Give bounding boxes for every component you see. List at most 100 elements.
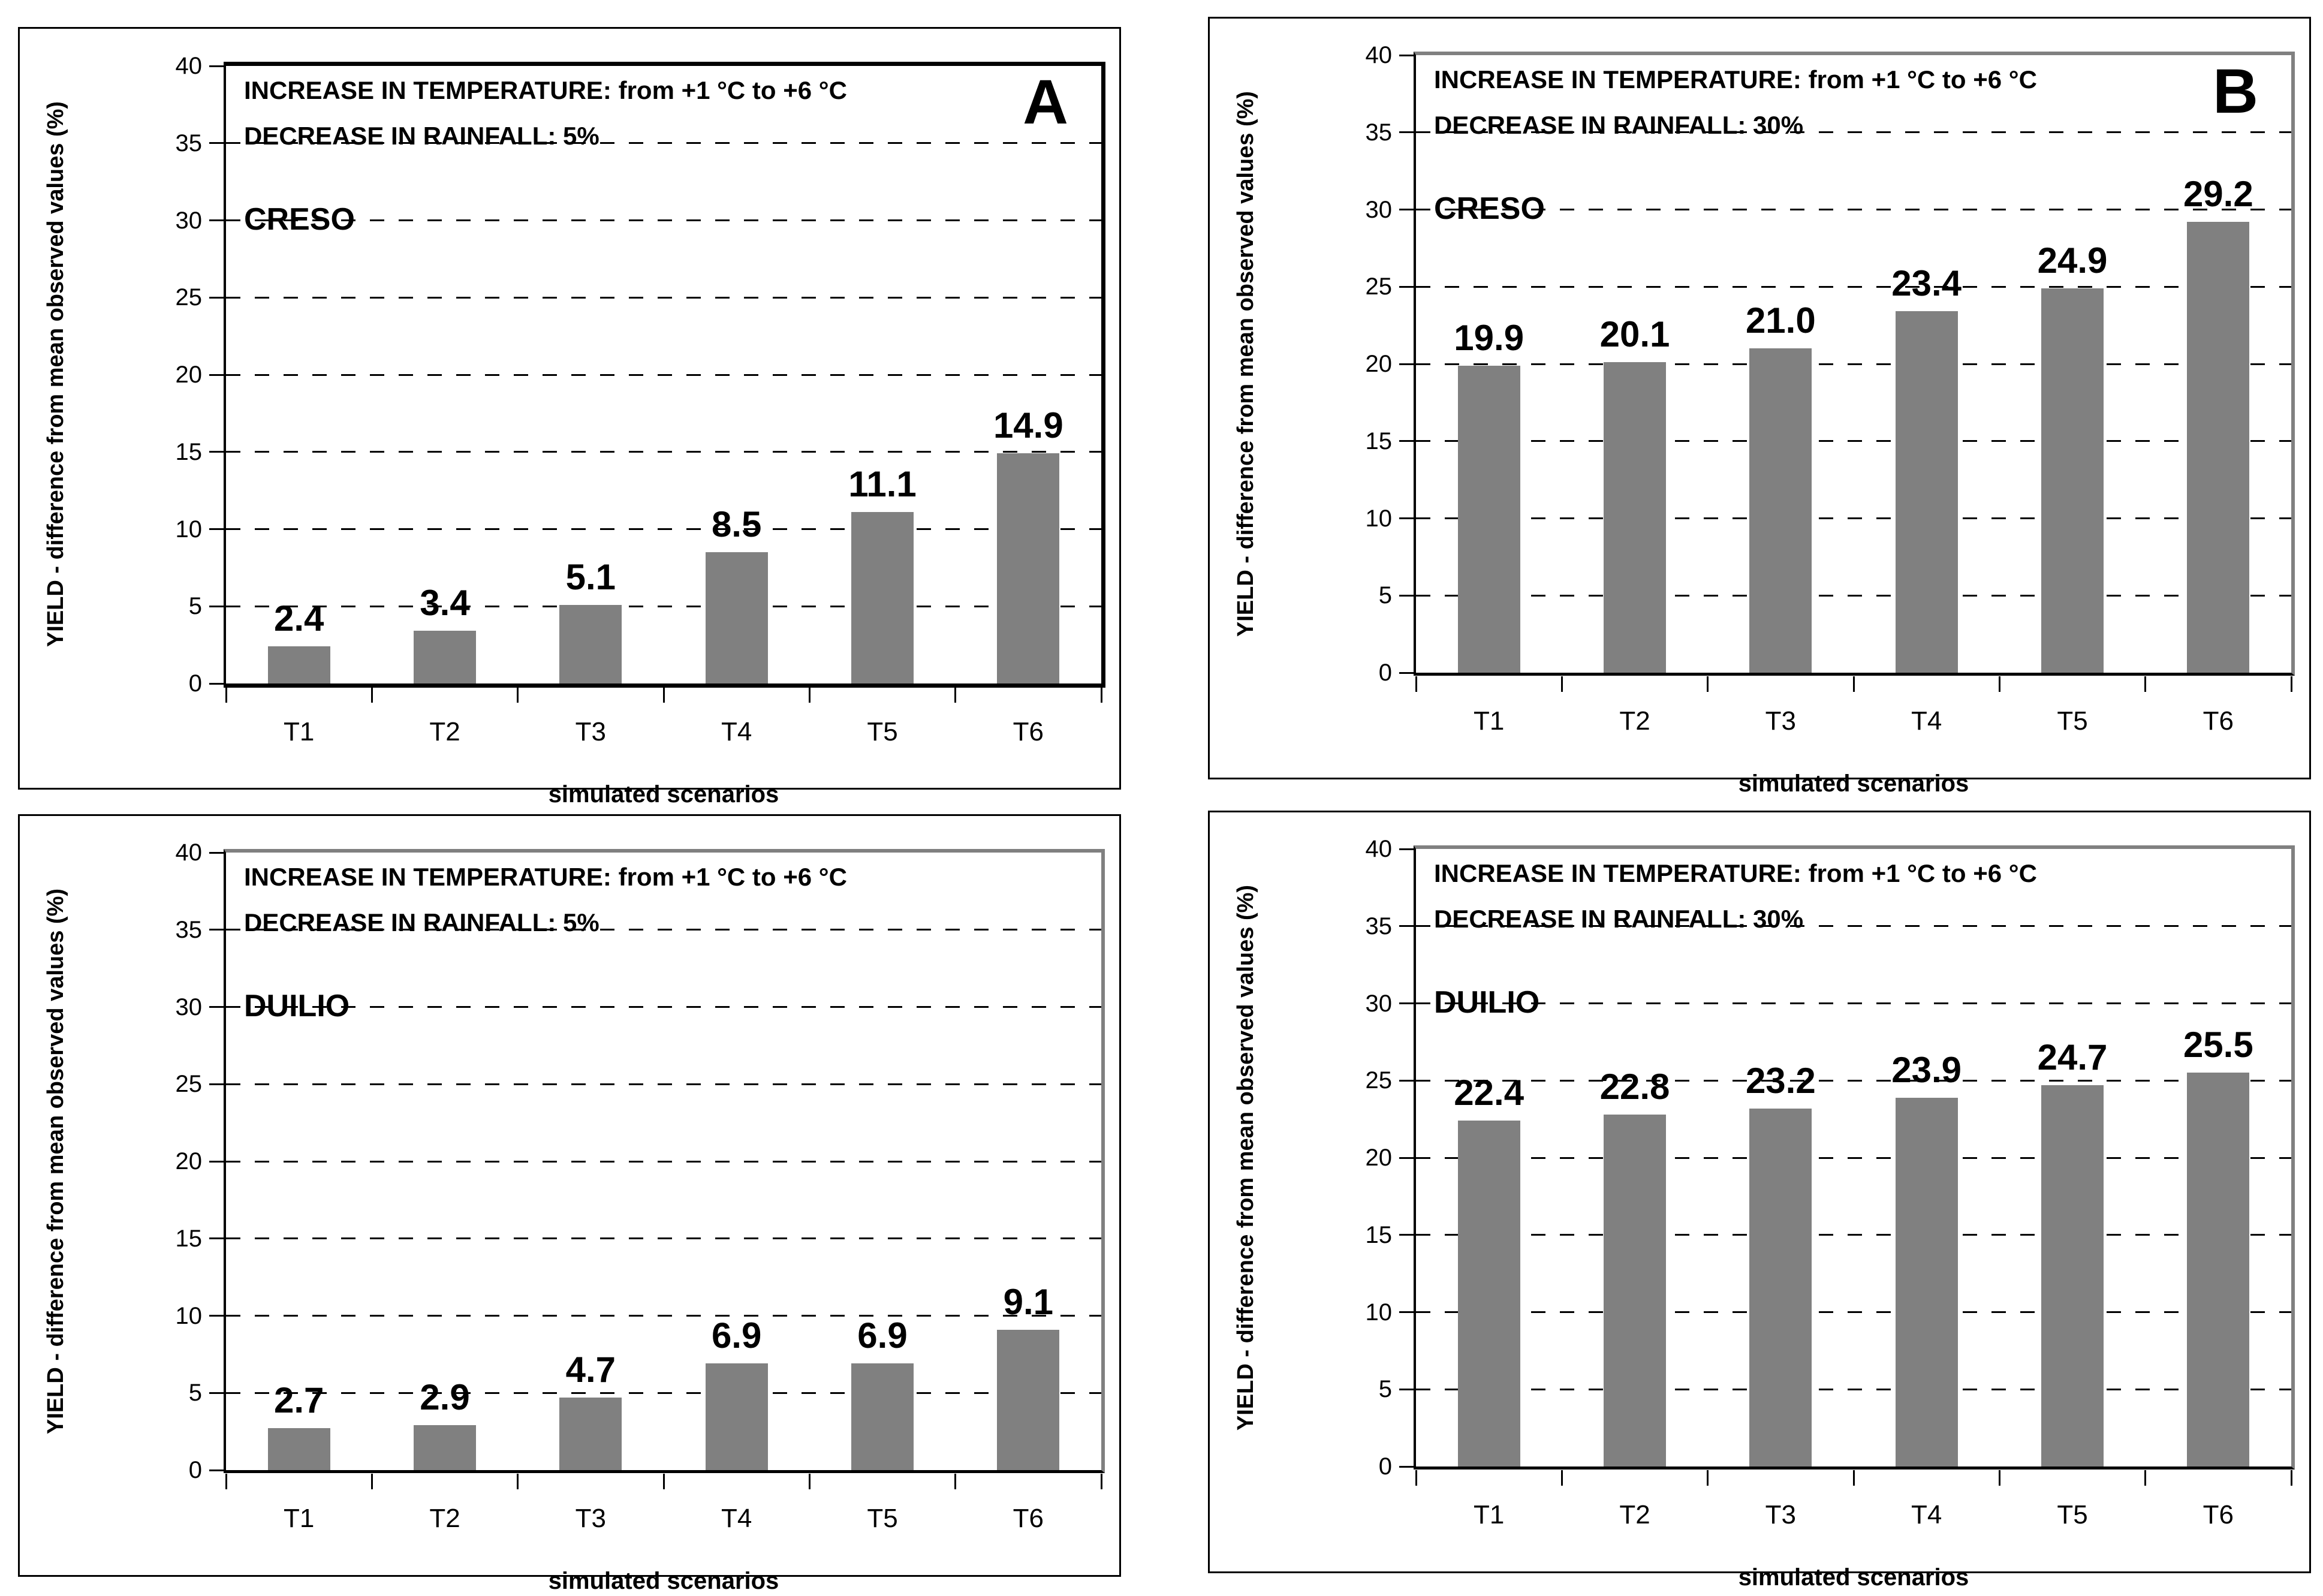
y-tick-mark xyxy=(209,451,224,453)
gridline-5 xyxy=(226,605,1101,607)
bar-T5 xyxy=(2041,1085,2104,1466)
gridline-30 xyxy=(1416,209,2291,210)
y-tick-mark xyxy=(1399,54,1414,56)
y-tick-mark xyxy=(209,682,224,685)
header-temperature: INCREASE IN TEMPERATURE: from +1 °C to +… xyxy=(244,76,847,104)
x-category-label: T4 xyxy=(1911,706,1942,736)
bar-T5 xyxy=(2041,288,2104,673)
bar-value-label: 4.7 xyxy=(565,1349,616,1390)
bar-T6 xyxy=(2187,222,2250,673)
x-tick-mark xyxy=(1852,676,1855,692)
y-tick-mark xyxy=(1399,1465,1414,1468)
y-tick-mark xyxy=(209,1083,224,1085)
y-tick-mark xyxy=(209,296,224,299)
plot-area: 0 5 10 15 20 25 30 35 40 22.4 T1 22.8 T2 23.2 T3 23.9 T4… xyxy=(1366,836,2295,1591)
y-tick-label: 0 xyxy=(1378,1453,1392,1480)
bar-value-label: 19.9 xyxy=(1454,317,1524,358)
gridline-15 xyxy=(226,451,1101,453)
y-tick-mark xyxy=(209,1315,224,1317)
x-tick-mark xyxy=(1998,1470,2000,1486)
x-category-label: T6 xyxy=(2203,706,2234,736)
bar-value-label: 22.8 xyxy=(1599,1066,1670,1107)
header-rainfall: DECREASE IN RAINFALL: 5% xyxy=(244,122,599,150)
gridline-20 xyxy=(226,374,1101,376)
bar-T3 xyxy=(559,1397,622,1470)
x-category-label: T2 xyxy=(429,717,460,746)
y-tick-label: 25 xyxy=(175,1071,203,1098)
gridline-25 xyxy=(1416,285,2291,288)
chart-panel-top-left: YIELD - difference from mean observed va… xyxy=(18,27,1121,808)
y-tick-label: 0 xyxy=(1378,660,1392,686)
y-tick-label: 35 xyxy=(175,130,203,156)
y-tick-label: 40 xyxy=(175,53,203,79)
gridline-5 xyxy=(226,1392,1101,1394)
y-tick-mark xyxy=(1399,517,1414,519)
bar-T5 xyxy=(851,512,914,683)
bar-T5 xyxy=(851,1363,914,1470)
y-tick-mark xyxy=(209,1469,224,1471)
bar-value-label: 24.7 xyxy=(2037,1037,2108,1077)
x-category-label: T1 xyxy=(283,1504,315,1533)
header-rainfall: DECREASE IN RAINFALL: 30% xyxy=(1434,111,1804,139)
y-tick-mark xyxy=(1399,671,1414,674)
x-tick-mark xyxy=(1100,1474,1102,1489)
x-tick-mark xyxy=(1560,1470,1563,1486)
gridline-10 xyxy=(1416,517,2291,519)
y-tick-label: 20 xyxy=(175,1148,203,1175)
bar-value-label: 2.4 xyxy=(273,598,324,639)
y-tick-label: 5 xyxy=(188,593,202,620)
x-axis-title: simulated scenarios xyxy=(1738,1564,1969,1591)
y-tick-label: 40 xyxy=(1365,836,1393,862)
x-category-label: T4 xyxy=(721,1504,752,1533)
x-category-label: T2 xyxy=(1619,706,1650,736)
x-tick-mark xyxy=(808,1474,811,1489)
x-category-label: T4 xyxy=(1911,1500,1942,1529)
y-tick-mark xyxy=(1399,1311,1414,1313)
x-category-label: T6 xyxy=(1013,717,1044,746)
header-rainfall: DECREASE IN RAINFALL: 30% xyxy=(1434,905,1804,933)
gridline-10 xyxy=(1416,1311,2291,1313)
bar-T3 xyxy=(1749,348,1812,673)
x-tick-mark xyxy=(370,1474,373,1489)
x-tick-mark xyxy=(1707,676,1709,692)
gridline-35 xyxy=(226,142,1101,144)
plot-area: 0 5 10 15 20 25 30 35 40 2.4 T1 3.4 T2 5.1 T3 8.5 T4 11.1… xyxy=(176,53,1105,808)
header-temperature: INCREASE IN TEMPERATURE: from +1 °C to +… xyxy=(1434,859,2037,887)
y-tick-label: 30 xyxy=(175,207,203,234)
header-temperature: INCREASE IN TEMPERATURE: from +1 °C to +… xyxy=(244,863,847,891)
bar-T4 xyxy=(1895,1097,1958,1466)
y-tick-mark xyxy=(209,1237,224,1240)
y-tick-label: 10 xyxy=(1365,1299,1393,1326)
bar-T4 xyxy=(1895,311,1958,673)
bar-T1 xyxy=(1457,1121,1520,1466)
bar-value-label: 11.1 xyxy=(848,464,917,505)
x-category-label: T6 xyxy=(1013,1504,1044,1533)
x-tick-mark xyxy=(1707,1470,1709,1486)
x-tick-mark xyxy=(662,1474,665,1489)
gridline-30 xyxy=(1416,1002,2291,1004)
panel-letter: A xyxy=(1023,67,1068,137)
x-tick-mark xyxy=(808,687,811,703)
x-tick-mark xyxy=(2290,1470,2292,1486)
bar-value-label: 6.9 xyxy=(711,1315,762,1356)
y-tick-label: 0 xyxy=(188,1457,202,1483)
gridline-15 xyxy=(226,1237,1101,1240)
bar-T6 xyxy=(997,1329,1060,1470)
y-tick-mark xyxy=(1399,594,1414,597)
y-tick-mark xyxy=(1399,1079,1414,1082)
bar-value-label: 22.4 xyxy=(1454,1073,1524,1113)
x-tick-mark xyxy=(1100,687,1102,703)
gridline-20 xyxy=(1416,1157,2291,1159)
y-axis-title: YIELD - difference from mean observed va… xyxy=(43,101,68,648)
bar-T6 xyxy=(2187,1073,2250,1466)
y-tick-mark xyxy=(1399,209,1414,210)
y-tick-mark xyxy=(1399,925,1414,928)
y-tick-label: 30 xyxy=(1365,990,1393,1017)
y-axis-title: YIELD - difference from mean observed va… xyxy=(1233,91,1258,637)
gridline-25 xyxy=(226,1083,1101,1085)
y-tick-mark xyxy=(1399,1002,1414,1004)
y-tick-mark xyxy=(1399,363,1414,365)
gridline-30 xyxy=(226,219,1101,221)
bar-T3 xyxy=(1749,1108,1812,1466)
